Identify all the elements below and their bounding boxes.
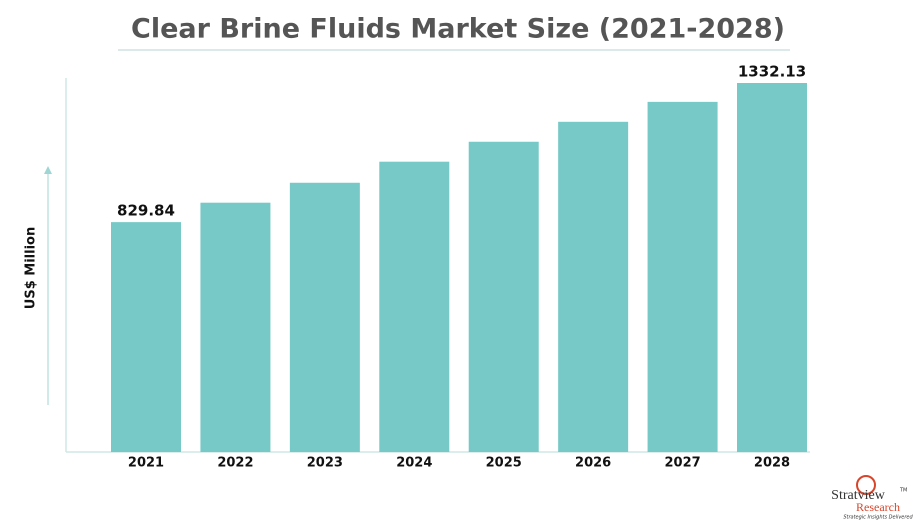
bar — [468, 141, 539, 452]
value-label: 829.84 — [117, 202, 175, 220]
x-tick-label: 2028 — [754, 456, 790, 471]
x-tick-label: 2023 — [307, 456, 343, 471]
y-axis-label: US$ Million — [24, 227, 39, 309]
bar — [111, 222, 181, 452]
bar — [200, 202, 271, 452]
logo-tm: TM — [899, 488, 907, 494]
bar — [737, 83, 808, 452]
bar — [379, 161, 450, 452]
logo-sub: Research — [856, 500, 900, 514]
x-tick-label: 2022 — [217, 456, 253, 471]
y-arrow-head — [44, 166, 52, 174]
logo-name: Stratview — [831, 488, 886, 503]
logo-icon — [856, 475, 876, 495]
logo: Stratview TM Research Strategic Insights… — [831, 475, 914, 521]
bar — [647, 101, 718, 452]
x-tick-label: 2026 — [575, 456, 611, 471]
x-tick-label: 2025 — [486, 456, 522, 471]
bar — [558, 121, 629, 452]
x-tick-label: 2021 — [128, 456, 164, 471]
value-label: 1332.13 — [738, 63, 806, 81]
x-tick-label: 2027 — [664, 456, 700, 471]
bar — [289, 182, 360, 452]
x-tick-label: 2024 — [396, 456, 432, 471]
logo-tagline: Strategic Insights Delivered — [843, 515, 913, 521]
chart-title: Clear Brine Fluids Market Size (2021-202… — [131, 14, 785, 45]
